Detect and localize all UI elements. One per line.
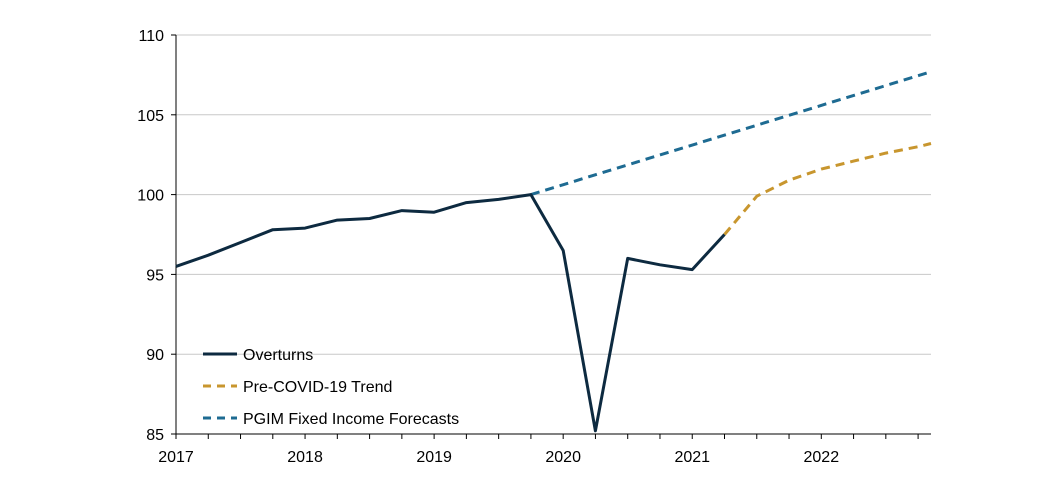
series-line-overturns (175, 193, 726, 433)
y-tick-label-110: 110 (138, 28, 164, 45)
x-tick-label-2021: 2021 (674, 449, 710, 466)
x-tick-label-2018: 2018 (287, 449, 323, 466)
y-tick-label-100: 100 (137, 188, 164, 205)
x-tick-label-2022: 2022 (804, 449, 840, 466)
legend-label-2: PGIM Fixed Income Forecasts (243, 411, 459, 428)
gridlines (176, 34, 931, 355)
x-tick-label-2020: 2020 (545, 449, 581, 466)
x-tick-label-2019: 2019 (416, 449, 452, 466)
y-tick-label-85: 85 (146, 427, 164, 444)
x-tick-label-2017: 2017 (158, 449, 194, 466)
legend: Overturns Pre-COVID-19 Trend PGIM Fixed In… (203, 347, 459, 428)
y-tick-label-90: 90 (146, 347, 164, 364)
legend-label-1: Pre-COVID-19 Trend (243, 379, 392, 396)
series-lines (175, 70, 932, 433)
series-line-pre-covid-19-trend (723, 142, 932, 236)
tick-labels: 85 90 95 100 105 110 2017 2018 2019 2020 2021 2022 (137, 28, 839, 466)
series-line-pgim-fixed-income-forecasts (530, 70, 932, 197)
y-tick-label-95: 95 (146, 267, 164, 284)
axes (171, 34, 931, 439)
y-tick-label-105: 105 (137, 108, 164, 125)
legend-label-0: Overturns (243, 347, 313, 364)
